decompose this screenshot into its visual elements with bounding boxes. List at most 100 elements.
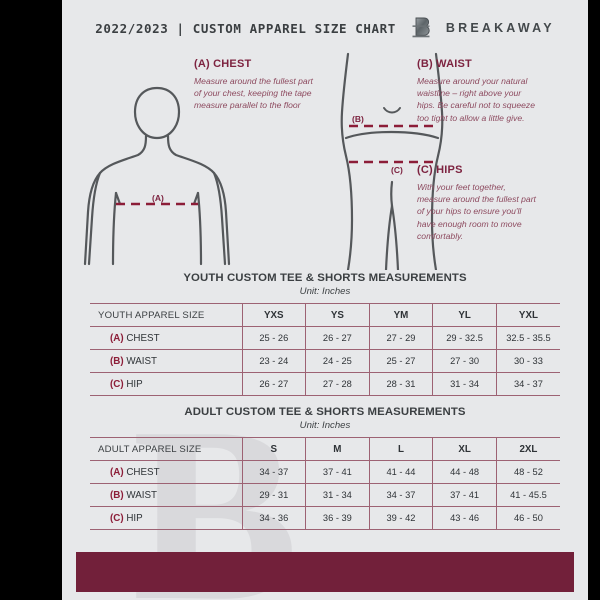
center-seam: [390, 180, 394, 208]
right-arm-inner: [212, 171, 227, 266]
adult-table-subtitle: Unit: Inches: [299, 420, 351, 431]
row-tag: (B): [110, 489, 124, 501]
youth-row-label: (B) WAIST: [90, 349, 243, 373]
right-hip-outline: [430, 52, 444, 270]
youth-cell: 26 - 27: [305, 326, 370, 350]
row-name: CHEST: [126, 466, 160, 478]
youth-size-table-block: YOUTH CUSTOM TEE & SHORTS MEASUREMENTS U…: [90, 272, 560, 396]
youth-table-title: YOUTH CUSTOM TEE & SHORTS MEASUREMENTS: [183, 272, 467, 284]
adult-cell: 29 - 31: [241, 483, 307, 507]
table-row: (C) HIP 26 - 27 27 - 28 28 - 31 31 - 34 …: [90, 372, 560, 396]
youth-cell: 26 - 27: [241, 372, 307, 396]
adult-cell: 39 - 42: [368, 506, 434, 530]
adult-cell: 41 - 45.5: [495, 483, 560, 507]
hips-callout: (C) HIPS With your feet together, measur…: [417, 164, 539, 242]
adult-cell: 34 - 37: [368, 483, 434, 507]
row-tag: (A): [110, 332, 124, 344]
row-name: CHEST: [126, 332, 160, 344]
adult-label-header: ADULT APPAREL SIZE: [90, 437, 243, 461]
adult-col-header: L: [368, 437, 434, 461]
youth-cell: 29 - 32.5: [432, 326, 497, 350]
youth-cell: 25 - 27: [368, 349, 434, 373]
page-header: 2022/2023 | CUSTOM APPAREL SIZE CHART: [62, 0, 588, 56]
youth-col-header: YXL: [495, 303, 560, 327]
table-row: (A) CHEST 25 - 26 26 - 27 27 - 29 29 - 3…: [90, 326, 560, 350]
adult-cell: 46 - 50: [495, 506, 560, 530]
row-tag: (A): [110, 466, 124, 478]
left-arm-inner: [87, 171, 102, 266]
youth-cell: 27 - 29: [368, 326, 434, 350]
youth-cell: 25 - 26: [241, 326, 307, 350]
youth-col-header: YM: [368, 303, 434, 327]
adult-cell: 31 - 34: [305, 483, 370, 507]
row-name: WAIST: [126, 489, 158, 501]
waist-marker-label: (B): [352, 114, 364, 124]
row-name: WAIST: [126, 355, 158, 367]
hips-callout-title: (C) HIPS: [417, 164, 463, 176]
row-tag: (B): [110, 355, 124, 367]
hip-curve: [344, 130, 440, 140]
chest-callout-body: Measure around the fullest part of your …: [194, 76, 313, 111]
youth-cell: 27 - 30: [432, 349, 497, 373]
youth-label-header: YOUTH APPAREL SIZE: [90, 303, 243, 327]
youth-table-header-row: YOUTH APPAREL SIZE YXS YS YM YL YXL: [90, 303, 560, 327]
chest-callout-title: (A) CHEST: [194, 58, 252, 70]
row-name: HIP: [126, 512, 143, 524]
hips-marker-label: (C): [391, 165, 403, 175]
youth-cell: 32.5 - 35.5: [495, 326, 560, 350]
youth-size-table: YOUTH APPAREL SIZE YXS YS YM YL YXL (A) …: [90, 303, 560, 396]
left-side-seam: [111, 191, 118, 266]
youth-cell: 31 - 34: [432, 372, 497, 396]
adult-size-table-block: ADULT CUSTOM TEE & SHORTS MEASUREMENTS U…: [90, 406, 560, 530]
adult-col-header: XL: [432, 437, 497, 461]
navel-mark: [383, 107, 401, 114]
right-inseam: [390, 204, 400, 270]
right-armpit-tick: [192, 191, 200, 206]
table-row: (B) WAIST 29 - 31 31 - 34 34 - 37 37 - 4…: [90, 483, 560, 507]
adult-cell: 37 - 41: [432, 483, 497, 507]
row-tag: (C): [110, 512, 124, 524]
left-hip-outline: [340, 52, 354, 270]
chest-marker-label: (A): [152, 193, 164, 203]
left-armpit-tick: [114, 191, 122, 206]
youth-cell: 34 - 37: [495, 372, 560, 396]
head-outline: [133, 86, 181, 140]
adult-cell: 37 - 41: [305, 460, 370, 484]
adult-row-label: (A) CHEST: [90, 460, 243, 484]
page-title: 2022/2023 | CUSTOM APPAREL SIZE CHART: [95, 20, 396, 36]
adult-row-label: (C) HIP: [90, 506, 243, 530]
body-figures: [83, 52, 444, 270]
chest-callout: (A) CHEST Measure around the fullest par…: [194, 58, 314, 112]
youth-table-subtitle: Unit: Inches: [299, 286, 351, 297]
breakaway-b-logo-icon: [410, 15, 432, 41]
adult-table-header-row: ADULT APPAREL SIZE S M L XL 2XL: [90, 437, 560, 461]
waist-callout-title: (B) WAIST: [417, 58, 472, 70]
adult-col-header: S: [241, 437, 307, 461]
youth-cell: 27 - 28: [305, 372, 370, 396]
measurement-diagram: (A) (B) (C) (A) CHEST Measure around the…: [62, 52, 588, 270]
header-inner: 2022/2023 | CUSTOM APPAREL SIZE CHART: [95, 15, 555, 41]
table-row: (B) WAIST 23 - 24 24 - 25 25 - 27 27 - 3…: [90, 349, 560, 373]
youth-row-label: (C) HIP: [90, 372, 243, 396]
left-inseam: [384, 204, 394, 270]
table-row: (A) CHEST 34 - 37 37 - 41 41 - 44 44 - 4…: [90, 460, 560, 484]
hips-callout-body: With your feet together, measure around …: [417, 182, 536, 241]
adult-size-table: ADULT APPAREL SIZE S M L XL 2XL (A) CHES…: [90, 437, 560, 530]
youth-row-label: (A) CHEST: [90, 326, 243, 350]
waist-callout-body: Measure around your natural waistline – …: [417, 76, 536, 123]
row-name: HIP: [126, 378, 143, 390]
adult-cell: 43 - 46: [432, 506, 497, 530]
youth-cell: 24 - 25: [305, 349, 370, 373]
adult-cell: 41 - 44: [368, 460, 434, 484]
row-tag: (C): [110, 378, 124, 390]
youth-cell: 28 - 31: [368, 372, 434, 396]
waist-callout: (B) WAIST Measure around your natural wa…: [417, 58, 539, 124]
youth-col-header: YL: [432, 303, 497, 327]
adult-col-header: 2XL: [495, 437, 560, 461]
youth-col-header: YXS: [241, 303, 307, 327]
youth-col-header: YS: [305, 303, 370, 327]
table-row: (C) HIP 34 - 36 36 - 39 39 - 42 43 - 46 …: [90, 506, 560, 530]
youth-cell: 23 - 24: [241, 349, 307, 373]
right-side-seam: [196, 191, 203, 266]
